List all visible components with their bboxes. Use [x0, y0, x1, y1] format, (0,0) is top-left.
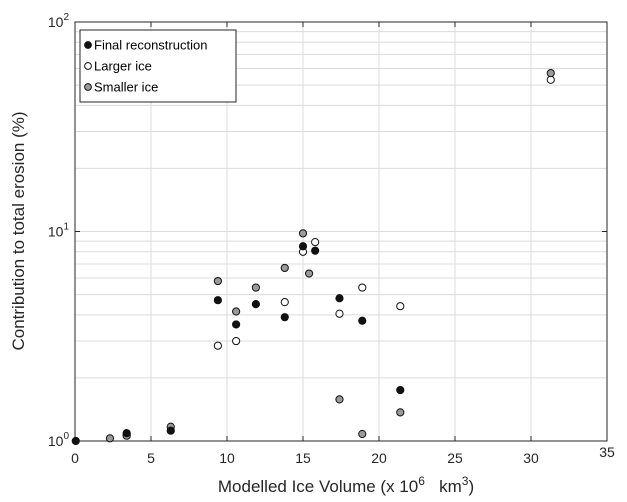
data-point — [280, 263, 289, 273]
data-point — [213, 341, 222, 350]
data-point — [298, 242, 308, 251]
y-axis-label: Contribution to total erosion (%) — [9, 111, 28, 350]
x-tick-label: 30 — [523, 450, 539, 466]
data-point — [166, 426, 175, 435]
x-tick-label: 35 — [599, 444, 615, 460]
data-point — [105, 434, 115, 443]
legend: Final reconstruction Larger ice Smaller ic… — [79, 29, 237, 103]
data-point — [280, 313, 289, 322]
x-tick-label: 25 — [447, 450, 463, 466]
legend-marker — [84, 41, 92, 49]
data-point — [122, 429, 131, 438]
data-point — [335, 309, 344, 318]
data-point — [546, 69, 555, 78]
data-point — [358, 429, 367, 439]
data-point — [232, 336, 241, 346]
data-point — [280, 298, 289, 307]
data-point — [232, 320, 241, 329]
data-point — [298, 229, 308, 238]
data-point — [304, 269, 314, 278]
legend-label: Smaller ice — [94, 80, 158, 95]
x-axis-label: Modelled Ice Volume (x 106 km3) — [218, 474, 474, 496]
data-point — [213, 276, 222, 286]
data-point — [358, 316, 367, 325]
y-tick-label: 101 — [48, 222, 70, 240]
data-point — [335, 294, 344, 303]
data-point — [71, 436, 80, 446]
data-point — [311, 238, 320, 247]
y-tick-labels: 100 101 102 — [48, 12, 70, 449]
data-point — [251, 300, 260, 309]
data-point — [232, 307, 241, 316]
data-point — [396, 302, 405, 311]
data-point — [358, 283, 367, 292]
x-tick-label: 10 — [219, 450, 235, 466]
y-tick-label: 100 — [48, 431, 70, 449]
legend-label: Larger ice — [94, 59, 152, 74]
data-point — [396, 408, 405, 417]
legend-marker — [84, 83, 92, 91]
data-point — [251, 283, 260, 292]
legend-marker — [84, 62, 92, 70]
x-tick-labels: 0 5 10 15 20 25 30 35 — [71, 444, 615, 466]
legend-box — [79, 29, 237, 103]
data-point — [311, 246, 320, 255]
x-tick-label: 15 — [295, 450, 311, 466]
x-tick-label: 5 — [147, 450, 155, 466]
x-tick-label: 0 — [71, 450, 79, 466]
legend-label: Final reconstruction — [94, 38, 207, 53]
data-point — [213, 296, 222, 305]
data-point — [396, 385, 405, 395]
data-points — [71, 69, 555, 446]
data-point — [335, 395, 344, 404]
y-tick-label: 102 — [48, 12, 70, 30]
x-tick-label: 20 — [371, 450, 387, 466]
